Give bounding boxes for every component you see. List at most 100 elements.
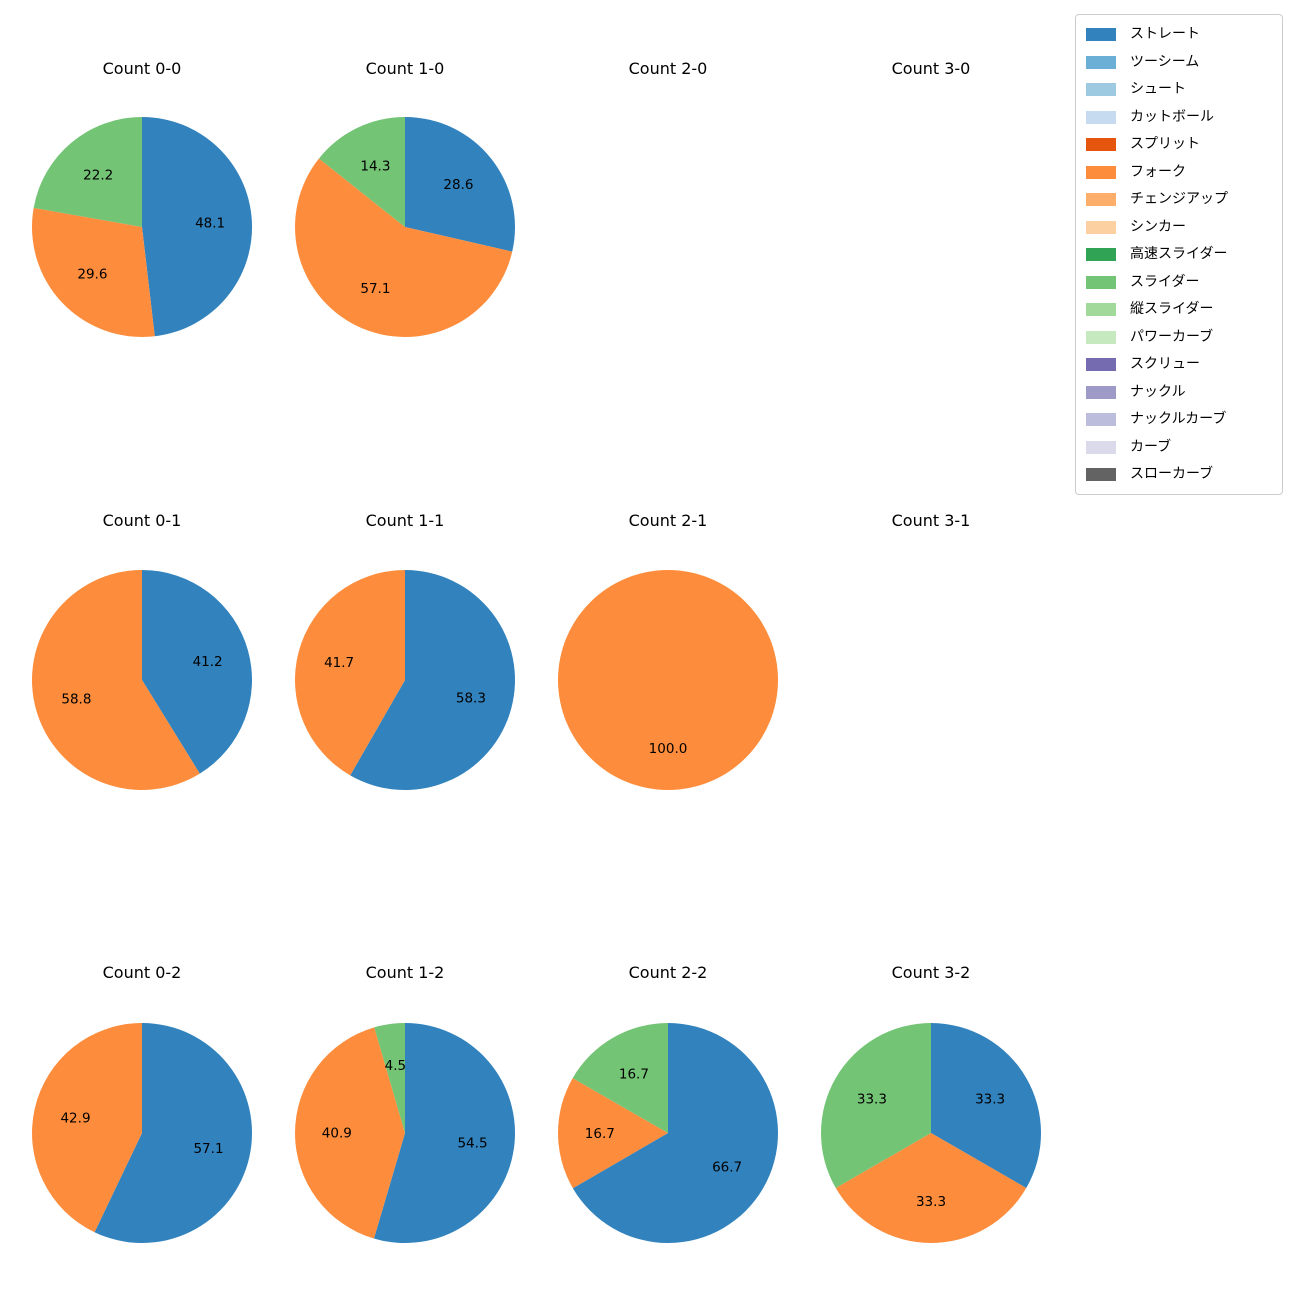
pie-chart-count-3-2: 33.3 33.3 33.3 xyxy=(821,1023,1041,1243)
legend-swatch-14 xyxy=(1086,413,1116,426)
legend-item-15: カーブ xyxy=(1086,437,1272,458)
subplot-title-count-0-0: Count 0-0 xyxy=(102,59,182,78)
legend-label: シュート xyxy=(1130,81,1186,97)
legend-item-5: フォーク xyxy=(1086,162,1272,183)
legend-swatch-12 xyxy=(1086,358,1116,371)
pie-chart-count-0-0: 48.1 29.6 22.2 xyxy=(31,116,253,338)
pie-slice-フォーク xyxy=(558,570,778,790)
pie-slice-フォーク xyxy=(295,1027,405,1239)
legend-label: チェンジアップ xyxy=(1130,191,1228,207)
legend-swatch-8 xyxy=(1086,248,1116,261)
legend-swatch-11 xyxy=(1086,330,1116,344)
pie-slice-フォーク xyxy=(32,570,200,790)
pie-slice-フォーク xyxy=(557,1078,668,1189)
legend: ストレートツーシームシュートカットボール スプリットフォークチェンジアップ シンカー… xyxy=(1075,14,1283,495)
legend-item-0: ストレート xyxy=(1086,24,1272,45)
legend-label: パワーカーブ xyxy=(1130,328,1214,345)
legend-label: 高速スライダー xyxy=(1130,246,1228,262)
pie-slice-percentage: 58.8 xyxy=(61,691,91,707)
pie-slice-ストレート xyxy=(350,570,515,790)
pie-slice-percentage: 33.3 xyxy=(857,1092,887,1108)
legend-swatch-2 xyxy=(1086,83,1116,96)
legend-swatch-7 xyxy=(1086,220,1116,234)
legend-label: スローカーブ xyxy=(1130,466,1214,482)
pie-slice-フォーク xyxy=(835,1133,1027,1243)
pie-slice-percentage: 40.9 xyxy=(322,1126,352,1142)
pie-chart-count-0-1: 41.2 58.8 xyxy=(32,570,253,790)
pie-slice-percentage: 100.0 xyxy=(649,741,688,757)
pie-slice-percentage: 41.2 xyxy=(193,654,223,670)
pie-slice-percentage: 16.7 xyxy=(619,1067,649,1083)
legend-swatch-16 xyxy=(1086,468,1116,481)
pie-slice-ストレート xyxy=(405,117,516,252)
pie-chart-count-2-1: 100.0 xyxy=(558,570,778,790)
pie-slice-percentage: 66.7 xyxy=(712,1160,742,1176)
legend-swatch-5 xyxy=(1086,165,1116,179)
legend-item-13: ナックル xyxy=(1086,382,1272,403)
legend-label: ツーシーム xyxy=(1130,53,1200,70)
pie-slice-percentage: 29.6 xyxy=(77,267,107,283)
subplot-title-count-1-0: Count 1-0 xyxy=(365,59,445,78)
legend-swatch-6 xyxy=(1086,193,1116,206)
subplot-title-count-1-2: Count 1-2 xyxy=(365,963,445,982)
legend-swatch-3 xyxy=(1086,110,1116,124)
pie-slice-percentage: 57.1 xyxy=(193,1141,223,1157)
pie-slice-フォーク xyxy=(31,207,155,338)
pie-slice-percentage: 57.1 xyxy=(360,281,390,297)
pie-slice-ストレート xyxy=(94,1023,253,1243)
legend-item-1: ツーシーム xyxy=(1086,52,1272,73)
legend-swatch-15 xyxy=(1086,440,1116,454)
pie-slice-percentage: 58.3 xyxy=(456,690,486,706)
pie-slice-スライダー xyxy=(572,1023,668,1133)
subplot-title-count-1-1: Count 1-1 xyxy=(365,511,445,530)
pie-slice-ストレート xyxy=(142,116,253,337)
legend-item-4: スプリット xyxy=(1086,134,1272,155)
legend-label: ナックルカーブ xyxy=(1130,411,1227,427)
pie-slice-フォーク xyxy=(295,158,513,337)
subplot-title-count-0-2: Count 0-2 xyxy=(102,963,182,982)
subplot-title-count-3-0: Count 3-0 xyxy=(891,59,971,78)
pie-slice-スライダー xyxy=(374,1023,405,1133)
pie-slice-フォーク xyxy=(32,1023,142,1233)
legend-item-2: シュート xyxy=(1086,79,1272,100)
pie-slice-スライダー xyxy=(33,117,142,227)
legend-item-14: ナックルカーブ xyxy=(1086,409,1272,430)
pie-chart-count-1-2: 54.5 40.9 4.5 xyxy=(295,1023,515,1243)
legend-item-12: スクリュー xyxy=(1086,354,1272,375)
legend-item-3: カットボール xyxy=(1086,107,1272,128)
legend-label: 縦スライダー xyxy=(1130,301,1214,317)
subplot-title-count-3-1: Count 3-1 xyxy=(891,511,971,530)
pie-slice-フォーク xyxy=(294,570,405,776)
legend-item-8: 高速スライダー xyxy=(1086,244,1272,265)
pie-slice-percentage: 28.6 xyxy=(443,177,473,193)
legend-label: ナックル xyxy=(1130,383,1186,400)
pie-slice-percentage: 48.1 xyxy=(195,216,225,232)
legend-label: シンカー xyxy=(1130,218,1186,235)
pie-slice-スライダー xyxy=(821,1023,931,1188)
pie-chart-count-2-2: 66.7 16.7 16.7 xyxy=(557,1023,778,1243)
pie-slice-percentage: 14.3 xyxy=(360,158,390,174)
pie-chart-count-1-0: 28.6 57.1 14.3 xyxy=(295,117,516,337)
subplot-title-count-2-2: Count 2-2 xyxy=(628,963,708,982)
legend-label: カットボール xyxy=(1130,108,1214,125)
legend-swatch-13 xyxy=(1086,385,1116,399)
pie-slice-percentage: 33.3 xyxy=(975,1092,1005,1108)
pie-slice-ストレート xyxy=(931,1023,1041,1188)
pie-chart-count-0-2: 57.1 42.9 xyxy=(32,1023,253,1243)
subplot-title-count-2-0: Count 2-0 xyxy=(628,59,708,78)
legend-label: スクリュー xyxy=(1130,356,1200,372)
pie-slice-ストレート xyxy=(373,1023,515,1243)
subplot-title-count-0-1: Count 0-1 xyxy=(102,511,182,530)
legend-item-16: スローカーブ xyxy=(1086,464,1272,485)
legend-item-7: シンカー xyxy=(1086,217,1272,238)
legend-label: スライダー xyxy=(1130,273,1200,290)
legend-item-6: チェンジアップ xyxy=(1086,189,1272,210)
legend-swatch-10 xyxy=(1086,303,1116,316)
legend-swatch-9 xyxy=(1086,275,1116,289)
legend-swatch-1 xyxy=(1086,55,1116,69)
pie-slice-percentage: 4.5 xyxy=(385,1058,406,1074)
legend-label: フォーク xyxy=(1130,163,1186,180)
legend-label: スプリット xyxy=(1130,136,1200,152)
pie-slice-ストレート xyxy=(572,1023,778,1243)
